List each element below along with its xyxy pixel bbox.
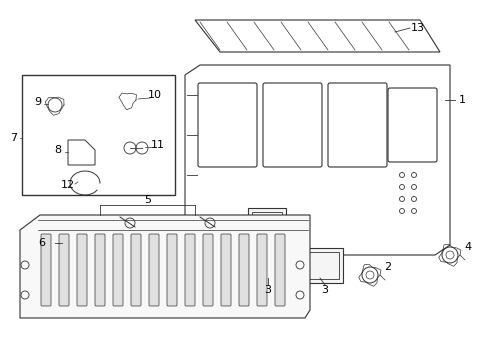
FancyBboxPatch shape: [59, 234, 69, 306]
FancyBboxPatch shape: [131, 234, 141, 306]
FancyBboxPatch shape: [167, 234, 177, 306]
Text: 3: 3: [265, 285, 271, 295]
Text: 1: 1: [459, 95, 466, 105]
Text: 5: 5: [145, 195, 151, 205]
FancyBboxPatch shape: [275, 234, 285, 306]
Polygon shape: [248, 248, 286, 283]
Text: 11: 11: [151, 140, 165, 150]
FancyBboxPatch shape: [221, 234, 231, 306]
Text: 4: 4: [465, 242, 471, 252]
FancyBboxPatch shape: [95, 234, 105, 306]
Text: 7: 7: [10, 133, 18, 143]
Bar: [22, 75, 175, 195]
FancyBboxPatch shape: [113, 234, 123, 306]
Text: 8: 8: [54, 145, 62, 155]
FancyBboxPatch shape: [239, 234, 249, 306]
Polygon shape: [305, 248, 343, 283]
Text: 13: 13: [411, 23, 425, 33]
Text: 3: 3: [321, 285, 328, 295]
Text: 12: 12: [61, 180, 75, 190]
Polygon shape: [248, 208, 286, 243]
Text: 2: 2: [385, 262, 392, 272]
Text: 10: 10: [148, 90, 162, 100]
FancyBboxPatch shape: [185, 234, 195, 306]
FancyBboxPatch shape: [41, 234, 51, 306]
FancyBboxPatch shape: [77, 234, 87, 306]
FancyBboxPatch shape: [149, 234, 159, 306]
Text: 9: 9: [34, 97, 42, 107]
FancyBboxPatch shape: [257, 234, 267, 306]
FancyBboxPatch shape: [203, 234, 213, 306]
Text: 6: 6: [39, 238, 46, 248]
Polygon shape: [20, 215, 310, 318]
